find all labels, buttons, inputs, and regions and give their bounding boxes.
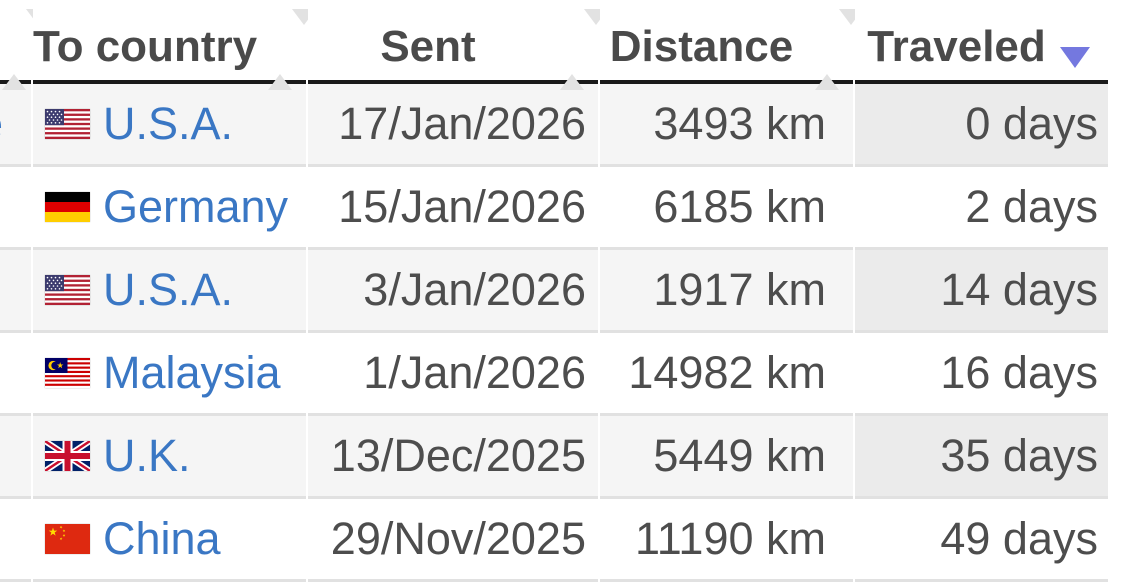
table-row: Germany 15/Jan/2026 6185 km 2 days [0, 167, 1108, 250]
header-label: To country [33, 22, 258, 71]
cropped-cell [0, 499, 31, 582]
sort-both-icon [2, 9, 50, 90]
traveled-cell: 2 days [855, 167, 1108, 250]
country-cell: U.S.A. [33, 84, 306, 167]
cropped-cell [0, 167, 31, 250]
country-link[interactable]: U.K. [103, 430, 191, 481]
column-header-traveled[interactable]: Traveled [855, 0, 1108, 84]
distance-cell: 5449 km [600, 416, 853, 499]
sent-date-cell: 15/Jan/2026 [308, 167, 598, 250]
traveled-cell: 35 days [855, 416, 1108, 499]
country-cell: Germany [33, 167, 306, 250]
distance-cell: 11190 km [600, 499, 853, 582]
sent-date-cell: 13/Dec/2025 [308, 416, 598, 499]
traveled-cell: 0 days [855, 84, 1108, 167]
cropped-link-fragment[interactable]: e [0, 98, 3, 149]
column-header-cropped[interactable] [0, 0, 50, 90]
country-cell: Malaysia [33, 333, 306, 416]
flag-malaysia-icon [45, 358, 90, 388]
traveled-cell: 16 days [855, 333, 1108, 416]
table-row: U.K. 13/Dec/2025 5449 km 35 days [0, 416, 1108, 499]
country-link[interactable]: U.S.A. [103, 264, 234, 315]
country-link[interactable]: Germany [103, 181, 289, 232]
flag-usa-icon [45, 275, 90, 305]
distance-cell: 1917 km [600, 250, 853, 333]
flag-uk-icon [45, 441, 90, 471]
country-cell: U.K. [33, 416, 306, 499]
traveled-cell: 14 days [855, 250, 1108, 333]
header-label: Distance [609, 22, 794, 71]
distance-cell: 3493 km [600, 84, 853, 167]
cropped-cell [0, 416, 31, 499]
sent-date-cell: 29/Nov/2025 [308, 499, 598, 582]
cropped-cell [0, 250, 31, 333]
table-row: China 29/Nov/2025 11190 km 49 days [0, 499, 1108, 582]
column-header-to-country[interactable]: To country [33, 0, 316, 90]
cropped-cell [0, 333, 31, 416]
flag-usa-icon [45, 109, 90, 139]
cropped-cell: e [0, 84, 31, 167]
sort-both-icon [560, 9, 608, 90]
table-row: U.S.A. 3/Jan/2026 1917 km 14 days [0, 250, 1108, 333]
country-link[interactable]: U.S.A. [103, 98, 234, 149]
sort-both-icon [268, 9, 316, 90]
header-row: To country Sent Distance Traveled [0, 0, 1108, 90]
distance-cell: 14982 km [600, 333, 853, 416]
traveled-cell: 49 days [855, 499, 1108, 582]
sent-date-cell: 17/Jan/2026 [308, 84, 598, 167]
sort-both-icon [815, 9, 863, 90]
sent-date-cell: 3/Jan/2026 [308, 250, 598, 333]
country-link[interactable]: Malaysia [103, 347, 281, 398]
flag-germany-icon [45, 192, 90, 222]
country-cell: China [33, 499, 306, 582]
table-row: Malaysia 1/Jan/2026 14982 km 16 days [0, 333, 1108, 416]
flag-china-icon [45, 524, 90, 554]
country-cell: U.S.A. [33, 250, 306, 333]
column-header-sent[interactable]: Sent [308, 0, 608, 90]
sent-date-cell: 1/Jan/2026 [308, 333, 598, 416]
header-label: Traveled [867, 22, 1046, 71]
country-link[interactable]: China [103, 513, 221, 564]
distance-cell: 6185 km [600, 167, 853, 250]
header-label: Sent [380, 22, 476, 71]
column-header-distance[interactable]: Distance [600, 0, 863, 90]
table-row: e U.S.A. 17/Jan/2026 3493 km 0 days [0, 84, 1108, 167]
sort-descending-icon [1060, 47, 1090, 68]
